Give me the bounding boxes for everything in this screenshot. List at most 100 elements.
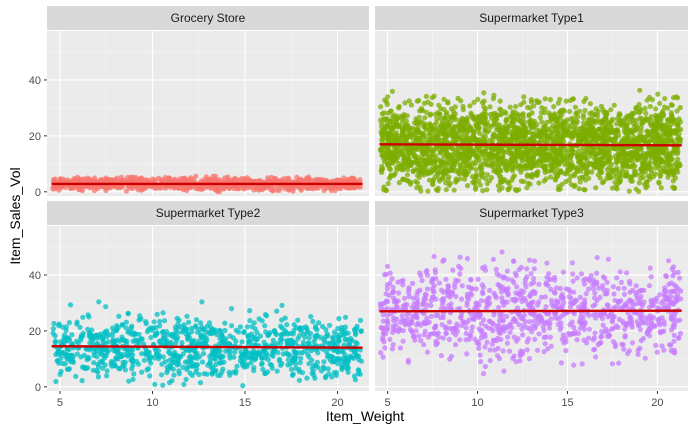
data-point [139, 351, 145, 357]
data-point [457, 254, 463, 260]
data-point [575, 153, 581, 159]
data-point [347, 339, 353, 345]
data-point [180, 364, 186, 370]
data-point [484, 172, 491, 178]
data-point [388, 108, 394, 114]
data-point [553, 128, 559, 134]
data-point [227, 355, 233, 361]
data-point [590, 118, 596, 125]
data-point [339, 366, 345, 373]
data-point [452, 168, 458, 174]
data-point [433, 127, 439, 133]
data-point [438, 123, 444, 129]
panel-background [47, 31, 369, 196]
data-point [662, 169, 669, 175]
data-point [434, 133, 441, 139]
data-point [555, 186, 561, 193]
data-point [413, 135, 419, 141]
data-point [259, 360, 265, 366]
data-point [637, 87, 643, 93]
data-point [186, 347, 192, 353]
data-point [570, 278, 576, 284]
data-point [428, 170, 434, 176]
data-point [509, 166, 515, 172]
data-point [673, 118, 679, 124]
data-point [65, 177, 71, 183]
data-point [430, 178, 436, 184]
data-point [102, 355, 108, 361]
data-point [560, 269, 567, 275]
data-point [632, 163, 638, 169]
data-point [219, 339, 226, 345]
data-point [270, 187, 276, 193]
data-point [587, 101, 594, 107]
data-point [439, 176, 445, 182]
data-point [408, 102, 414, 108]
data-point [400, 338, 406, 344]
data-point [272, 330, 279, 336]
data-point [245, 333, 251, 339]
data-point [478, 169, 484, 175]
data-point [248, 360, 254, 366]
data-point [631, 110, 637, 116]
data-point [581, 98, 587, 104]
data-point [541, 178, 547, 184]
data-point [323, 373, 329, 379]
data-point [276, 187, 283, 193]
data-point [159, 372, 165, 378]
data-point [633, 172, 640, 178]
data-point [279, 336, 285, 342]
data-point [520, 128, 527, 134]
data-point [195, 329, 201, 335]
data-point [623, 122, 629, 128]
data-point [305, 176, 311, 182]
data-point [201, 339, 207, 345]
data-point [279, 360, 285, 367]
data-point [395, 136, 401, 142]
data-point [384, 101, 390, 108]
data-point [178, 324, 184, 330]
data-point [239, 339, 245, 345]
data-point [139, 369, 145, 375]
data-point [615, 151, 621, 157]
data-point [357, 317, 364, 323]
data-point [336, 335, 342, 341]
data-point [217, 185, 224, 192]
data-point [546, 325, 553, 331]
data-point [234, 363, 240, 369]
data-point [562, 119, 569, 125]
data-point [289, 338, 295, 344]
data-point [639, 120, 645, 126]
data-point [476, 157, 482, 163]
data-point [130, 376, 136, 382]
data-point [500, 161, 506, 167]
data-point [443, 187, 449, 193]
data-point [526, 152, 532, 158]
data-point [160, 310, 166, 316]
data-point [90, 367, 96, 373]
data-point [422, 163, 428, 169]
data-point [524, 347, 530, 353]
data-point [576, 148, 582, 154]
data-point [207, 360, 213, 366]
data-point [431, 253, 437, 260]
data-point [555, 171, 561, 177]
data-point [160, 329, 166, 335]
data-point [641, 165, 647, 172]
data-point [588, 161, 595, 167]
data-point [416, 114, 422, 120]
data-point [584, 171, 590, 177]
data-point [218, 353, 224, 359]
data-point [567, 108, 573, 115]
data-point [455, 151, 461, 157]
data-point [239, 360, 245, 366]
data-point [91, 360, 97, 366]
data-point [239, 355, 245, 361]
data-point [335, 355, 341, 362]
data-point [192, 348, 198, 354]
data-point [417, 161, 423, 167]
data-point [152, 332, 158, 338]
data-point [304, 184, 310, 190]
data-point [452, 159, 458, 165]
data-point [620, 169, 626, 175]
